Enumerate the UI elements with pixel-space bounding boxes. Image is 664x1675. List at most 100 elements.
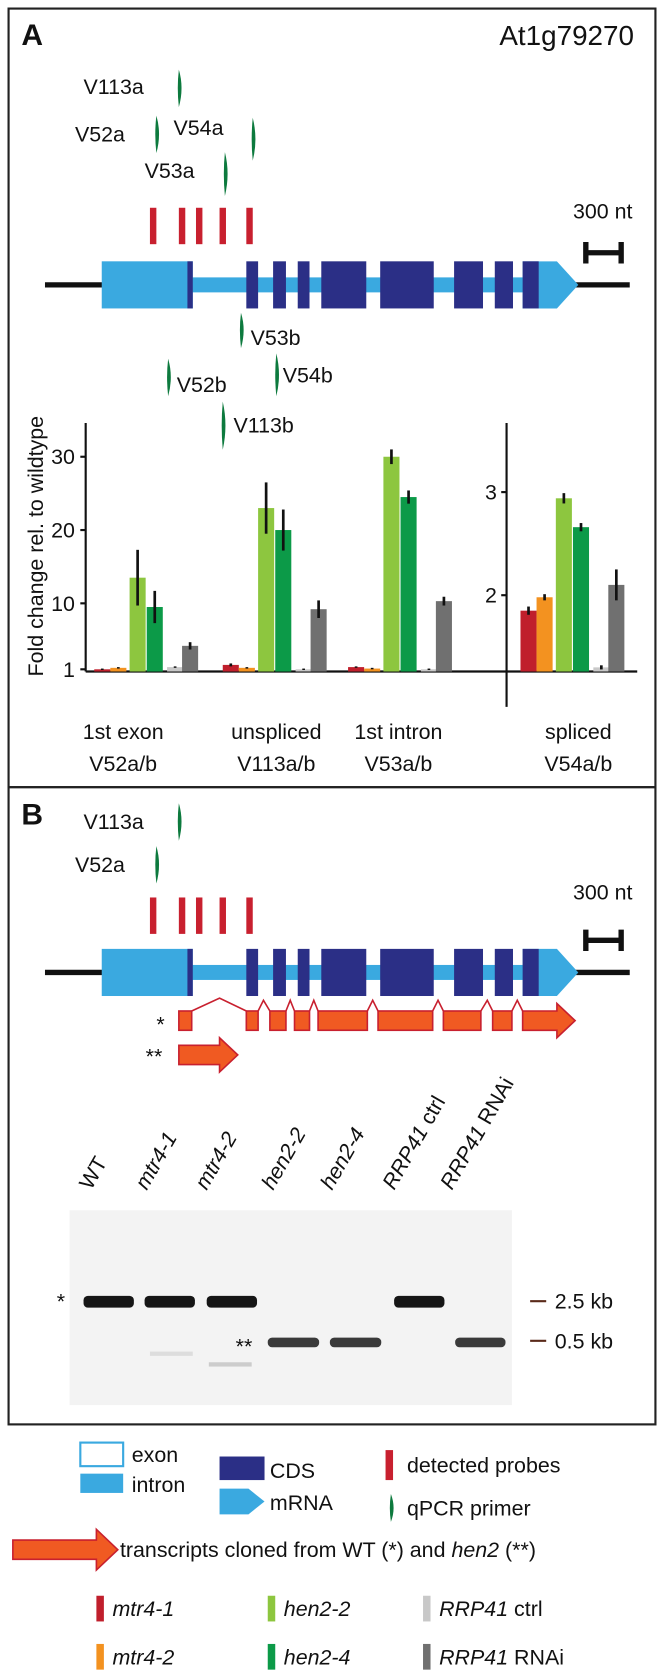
bar	[275, 530, 292, 672]
y-tick-label: 30	[51, 445, 75, 469]
y-tick-label: 2	[485, 584, 497, 608]
band-mark: **	[236, 1335, 253, 1359]
primer-label: V52a	[75, 122, 125, 146]
structure-legend	[12, 1441, 394, 1572]
legend-label: mtr4-1	[112, 1597, 174, 1621]
gene-name: At1g79270	[499, 20, 634, 51]
bar	[572, 527, 590, 672]
bar	[520, 610, 537, 672]
bar	[146, 607, 163, 672]
lane-label: mtr4-1	[130, 1128, 182, 1194]
lane-label: hen2-4	[316, 1124, 370, 1194]
lane-label: hen2-2	[257, 1124, 311, 1194]
bar	[608, 584, 625, 672]
gene-model	[44, 948, 630, 997]
size-label: 2.5 kb	[555, 1290, 613, 1314]
lane-label: RRP41 RNAi	[435, 1073, 518, 1193]
y-tick-label: 3	[485, 481, 497, 505]
x-tick-label: V113a/b	[237, 752, 315, 776]
legend-label: hen2-4	[284, 1645, 351, 1669]
scale-label: 300 nt	[573, 199, 633, 223]
band-mark: *	[57, 1290, 65, 1314]
legend-label: RRP41 RNAi	[439, 1645, 564, 1669]
legend-label: RRP41 ctrl	[439, 1597, 542, 1621]
y-tick-label: 10	[51, 592, 75, 616]
transcript-mark: **	[146, 1044, 163, 1068]
panel-b-frame	[7, 786, 657, 1426]
series-legend: mtr4-1 mtr4-2 hen2-2 hen2-4 RRP41 ctrl RRP41 …	[96, 1595, 564, 1670]
transcript-mark: *	[156, 1012, 164, 1036]
legend-swatch	[423, 1643, 431, 1670]
gel	[69, 1210, 512, 1406]
y-tick-label: 1	[63, 658, 75, 682]
legend-label: detected probes	[407, 1454, 561, 1478]
bar	[238, 667, 255, 672]
bar	[110, 667, 127, 672]
scale-bar	[583, 242, 624, 264]
primers	[155, 803, 182, 884]
legend-label: mRNA	[270, 1491, 334, 1515]
primer-label: V113b	[233, 414, 293, 438]
legend-label: transcripts cloned from WT (*) and hen2 …	[120, 1538, 536, 1562]
primer-label: V52b	[177, 373, 227, 397]
bar	[222, 664, 239, 672]
legend-swatch	[96, 1643, 104, 1670]
primer-label: V53a	[145, 159, 195, 183]
primer-label: V54b	[283, 363, 333, 387]
bar	[94, 669, 111, 672]
bar	[536, 597, 553, 672]
bar	[348, 667, 365, 672]
size-label: 0.5 kb	[555, 1329, 613, 1353]
x-tick-label: 1st exon	[83, 720, 164, 744]
lane-label: mtr4-2	[190, 1128, 242, 1194]
primer-label: V52a	[75, 853, 125, 877]
legend-label: mtr4-2	[112, 1645, 174, 1669]
gene-model	[44, 261, 630, 309]
bar	[182, 645, 199, 672]
bar	[310, 609, 327, 672]
bar	[364, 668, 381, 672]
primer-label: V54a	[173, 116, 223, 140]
x-tick-label: unspliced	[231, 720, 321, 744]
legend-label: intron	[132, 1473, 186, 1497]
legend-label: qPCR primer	[407, 1496, 531, 1520]
legend-swatch	[96, 1595, 104, 1622]
bar	[420, 669, 437, 672]
scale-bar	[583, 929, 624, 952]
legend-label: CDS	[270, 1459, 315, 1483]
legend-text: transcripts cloned from WT (*) and	[120, 1538, 452, 1562]
y-tick-label: 20	[51, 519, 75, 543]
bar	[258, 508, 275, 672]
legend-swatch	[267, 1595, 276, 1622]
legend-label: exon	[132, 1443, 178, 1467]
panel-label: B	[21, 799, 43, 832]
bar	[383, 456, 400, 672]
primers	[155, 69, 256, 196]
probes	[149, 897, 253, 934]
x-tick-label: V53a/b	[364, 752, 432, 776]
primer-label: V113a	[84, 75, 144, 99]
legend-text: (**)	[499, 1538, 536, 1562]
probes	[149, 207, 253, 245]
panel-label: A	[21, 19, 43, 52]
x-tick-label: spliced	[545, 720, 612, 744]
legend-swatch	[267, 1643, 276, 1670]
x-tick-label: V52a/b	[89, 752, 157, 776]
bar	[400, 497, 417, 672]
bar	[167, 667, 184, 672]
bar	[129, 577, 146, 672]
x-tick-label: 1st intron	[354, 720, 442, 744]
legend-swatch	[423, 1595, 431, 1622]
legend-label: hen2-2	[284, 1597, 351, 1621]
lane-label: WT	[75, 1153, 112, 1194]
y-axis-label: Fold change rel. to wildtype	[24, 416, 48, 677]
primer-label: V53b	[251, 326, 301, 350]
bar	[435, 601, 452, 672]
bar	[295, 669, 312, 672]
scale-label: 300 nt	[573, 881, 633, 905]
legend-text: hen2	[451, 1538, 499, 1562]
x-tick-label: V54a/b	[544, 752, 612, 776]
primers	[167, 312, 279, 450]
